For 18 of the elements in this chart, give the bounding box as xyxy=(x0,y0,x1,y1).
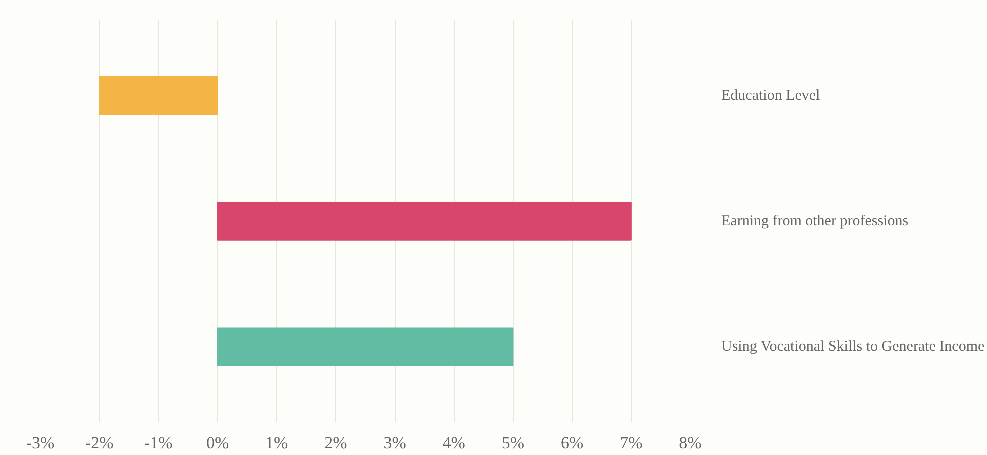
x-tick-label: -2% xyxy=(85,434,114,452)
x-tick-label: 7% xyxy=(620,434,643,452)
x-tick-label: 2% xyxy=(324,434,348,452)
x-tick-label: 4% xyxy=(442,434,466,452)
y-tick-label: Earning from other professions xyxy=(722,214,909,230)
x-tick-label: 3% xyxy=(384,434,406,452)
x-tick-label: -3% xyxy=(26,434,55,452)
x-tick-label: -1% xyxy=(144,434,173,452)
y-tick-label: Using Vocational Skills to Generate Income xyxy=(722,339,985,356)
bar xyxy=(217,328,514,366)
bar xyxy=(217,202,632,241)
x-tick-label: 1% xyxy=(266,434,288,452)
x-tick-label: 6% xyxy=(560,434,584,452)
x-tick-label: 0% xyxy=(206,434,230,452)
y-tick-label: Education Level xyxy=(722,88,820,104)
x-tick-label: 5% xyxy=(502,434,525,452)
x-tick-label: 8% xyxy=(679,434,702,452)
bar xyxy=(99,76,218,116)
